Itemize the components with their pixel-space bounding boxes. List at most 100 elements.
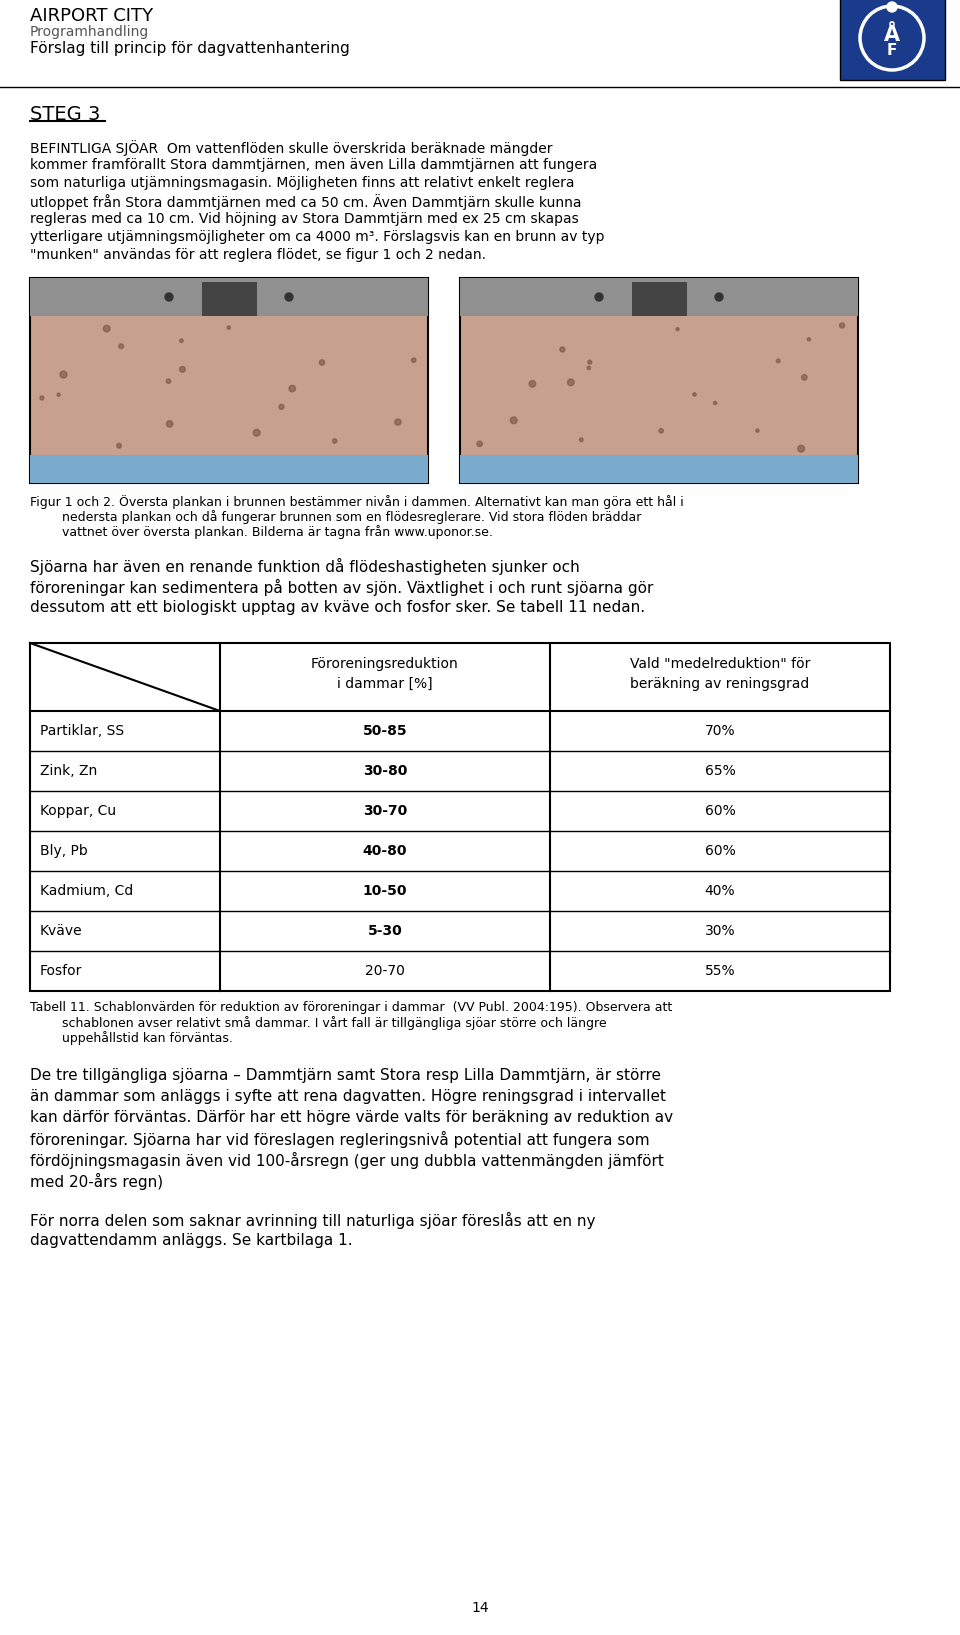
Circle shape [279,404,284,409]
Text: 55%: 55% [705,965,735,978]
Text: föroreningar kan sedimentera på botten av sjön. Växtlighet i och runt sjöarna gö: föroreningar kan sedimentera på botten a… [30,579,654,597]
Circle shape [395,419,401,425]
Circle shape [693,392,696,396]
Circle shape [320,360,324,365]
Circle shape [588,366,590,370]
Text: 65%: 65% [705,764,735,778]
Circle shape [713,401,717,404]
Circle shape [756,428,759,432]
Text: 60%: 60% [705,804,735,818]
FancyBboxPatch shape [30,643,890,991]
Circle shape [104,325,110,332]
FancyBboxPatch shape [460,455,858,482]
Circle shape [180,366,185,373]
Circle shape [332,438,337,443]
FancyBboxPatch shape [460,278,858,482]
Text: Vald "medelreduktion" för: Vald "medelreduktion" för [630,657,810,670]
Text: De tre tillgängliga sjöarna – Dammtjärn samt Stora resp Lilla Dammtjärn, är stör: De tre tillgängliga sjöarna – Dammtjärn … [30,1068,661,1082]
Text: 10-50: 10-50 [363,885,407,898]
Text: Kväve: Kväve [40,924,83,938]
Circle shape [595,293,603,301]
Circle shape [580,438,583,441]
Text: dagvattendamm anläggs. Se kartbilaga 1.: dagvattendamm anläggs. Se kartbilaga 1. [30,1233,352,1248]
Text: Fosfor: Fosfor [40,965,83,978]
FancyBboxPatch shape [30,455,428,482]
Text: kommer framförallt Stora dammtjärnen, men även Lilla dammtjärnen att fungera: kommer framförallt Stora dammtjärnen, me… [30,159,597,172]
FancyBboxPatch shape [30,278,428,482]
Text: "munken" användas för att reglera flödet, se figur 1 och 2 nedan.: "munken" användas för att reglera flödet… [30,249,486,262]
Circle shape [165,293,173,301]
Circle shape [117,443,121,448]
Text: För norra delen som saknar avrinning till naturliga sjöar föreslås att en ny: För norra delen som saknar avrinning til… [30,1212,595,1230]
Text: AIRPORT CITY: AIRPORT CITY [30,7,154,25]
Text: beräkning av reningsgrad: beräkning av reningsgrad [631,677,809,692]
Text: STEG 3: STEG 3 [30,105,101,124]
Text: föroreningar. Sjöarna har vid föreslagen regleringsnivå potential att fungera so: föroreningar. Sjöarna har vid föreslagen… [30,1131,650,1148]
Circle shape [676,327,679,330]
Text: Partiklar, SS: Partiklar, SS [40,724,124,737]
Text: Föroreningsreduktion: Föroreningsreduktion [311,657,459,670]
Circle shape [180,338,183,343]
Circle shape [840,324,845,329]
Circle shape [659,428,663,433]
Text: utloppet från Stora dammtjärnen med ca 50 cm. Även Dammtjärn skulle kunna: utloppet från Stora dammtjärnen med ca 5… [30,195,582,209]
Circle shape [119,343,124,348]
Text: 30-70: 30-70 [363,804,407,818]
FancyBboxPatch shape [30,278,428,316]
Circle shape [798,445,804,453]
Text: 40-80: 40-80 [363,844,407,858]
Circle shape [60,371,67,378]
Text: 14: 14 [471,1601,489,1615]
Text: med 20-års regn): med 20-års regn) [30,1172,163,1190]
Text: ytterligare utjämningsmöjligheter om ca 4000 m³. Förslagsvis kan en brunn av typ: ytterligare utjämningsmöjligheter om ca … [30,231,605,244]
Circle shape [166,379,171,384]
Circle shape [802,374,807,381]
Text: 20-70: 20-70 [365,965,405,978]
Text: som naturliga utjämningsmagasin. Möjligheten finns att relativt enkelt reglera: som naturliga utjämningsmagasin. Möjligh… [30,177,574,190]
Text: 60%: 60% [705,844,735,858]
Text: Koppar, Cu: Koppar, Cu [40,804,116,818]
Circle shape [560,347,564,352]
Circle shape [285,293,293,301]
FancyBboxPatch shape [632,281,687,316]
Circle shape [715,293,723,301]
Circle shape [412,358,416,363]
Circle shape [807,338,810,342]
Circle shape [166,420,173,427]
Text: Sjöarna har även en renande funktion då flödeshastigheten sjunker och: Sjöarna har även en renande funktion då … [30,558,580,576]
Text: Tabell 11. Schablonvärden för reduktion av föroreningar i dammar  (VV Publ. 2004: Tabell 11. Schablonvärden för reduktion … [30,1001,672,1014]
Text: 30%: 30% [705,924,735,938]
Circle shape [40,396,44,401]
FancyBboxPatch shape [460,278,858,316]
Text: 40%: 40% [705,885,735,898]
Text: 30-80: 30-80 [363,764,407,778]
Text: kan därför förväntas. Därför har ett högre värde valts för beräkning av reduktio: kan därför förväntas. Därför har ett hög… [30,1110,673,1125]
FancyBboxPatch shape [840,0,945,80]
Circle shape [567,379,574,386]
Circle shape [477,441,482,446]
Text: Kadmium, Cd: Kadmium, Cd [40,885,133,898]
Text: vattnet över översta plankan. Bilderna är tagna från www.uponor.se.: vattnet över översta plankan. Bilderna ä… [30,525,492,540]
Text: Figur 1 och 2. Översta plankan i brunnen bestämmer nivån i dammen. Alternativt k: Figur 1 och 2. Översta plankan i brunnen… [30,495,684,508]
Text: Programhandling: Programhandling [30,25,149,39]
Text: nedersta plankan och då fungerar brunnen som en flödesreglerare. Vid stora flöde: nedersta plankan och då fungerar brunnen… [30,510,641,523]
Text: Bly, Pb: Bly, Pb [40,844,87,858]
Text: uppehållstid kan förväntas.: uppehållstid kan förväntas. [30,1032,233,1045]
Text: Förslag till princip för dagvattenhantering: Förslag till princip för dagvattenhanter… [30,41,349,56]
Text: dessutom att ett biologiskt upptag av kväve och fosfor sker. Se tabell 11 nedan.: dessutom att ett biologiskt upptag av kv… [30,600,645,615]
Text: Å: Å [884,25,900,46]
Text: fördöjningsmagasin även vid 100-årsregn (ger ung dubbla vattenmängden jämfört: fördöjningsmagasin även vid 100-årsregn … [30,1153,664,1169]
Circle shape [511,417,517,423]
Text: F: F [887,43,898,57]
Text: i dammar [%]: i dammar [%] [337,677,433,692]
FancyBboxPatch shape [202,281,257,316]
Circle shape [289,386,296,392]
Circle shape [228,325,230,329]
Circle shape [887,2,897,11]
Circle shape [777,360,780,363]
Text: schablonen avser relativt små dammar. I vårt fall är tillgängliga sjöar större o: schablonen avser relativt små dammar. I … [30,1015,607,1030]
Text: Zink, Zn: Zink, Zn [40,764,97,778]
Circle shape [529,381,536,387]
Text: BEFINTLIGA SJÖAR  Om vattenflöden skulle överskrida beräknade mängder: BEFINTLIGA SJÖAR Om vattenflöden skulle … [30,141,553,155]
Text: 5-30: 5-30 [368,924,402,938]
